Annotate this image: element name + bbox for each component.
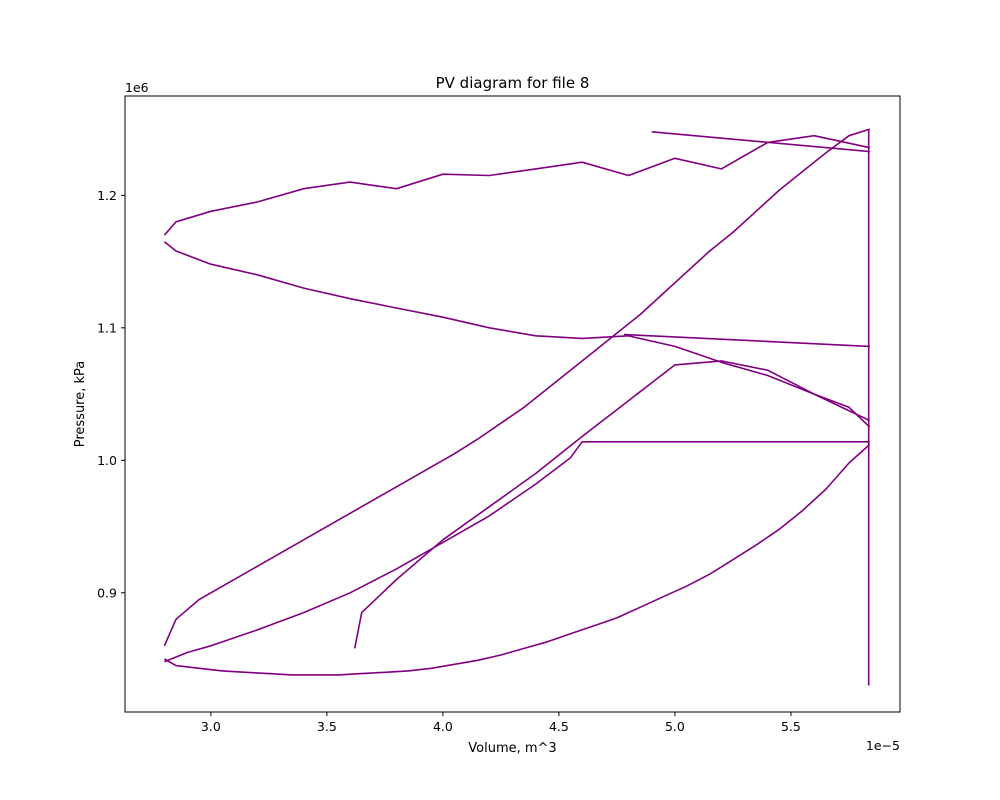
y-ticks: 0.9 1.0 1.1 1.2 (97, 188, 125, 600)
series-line-7 (623, 333, 870, 348)
y-tick-label: 1.0 (97, 453, 117, 468)
x-tick-label: 3.0 (201, 719, 221, 734)
y-offset-label: 1e6 (125, 80, 149, 95)
x-tick-label: 3.5 (317, 719, 337, 734)
series-line-8 (651, 131, 870, 153)
y-tick-label: 1.2 (97, 188, 117, 203)
y-tick-label: 0.9 (97, 585, 117, 600)
series-line-1 (164, 443, 871, 676)
series-line-6 (353, 360, 871, 649)
series-line-2 (163, 128, 871, 647)
x-axis-label: Volume, m^3 (468, 741, 556, 756)
y-tick-label: 1.1 (97, 320, 117, 335)
series-line-3 (163, 134, 870, 236)
series-line-5 (164, 440, 870, 663)
chart-title: PV diagram for file 8 (436, 74, 590, 92)
plot-lines (163, 128, 871, 686)
x-tick-label: 5.5 (781, 719, 801, 734)
x-tick-label: 5.0 (665, 719, 685, 734)
x-tick-label: 4.0 (433, 719, 453, 734)
plot-frame (124, 95, 901, 713)
x-tick-label: 4.5 (549, 719, 569, 734)
x-ticks: 3.0 3.5 4.0 4.5 5.0 5.5 (201, 712, 801, 734)
x-offset-label: 1e−5 (866, 738, 900, 753)
y-axis-label: Pressure, kPa (73, 361, 88, 448)
series-line-4 (163, 241, 871, 428)
